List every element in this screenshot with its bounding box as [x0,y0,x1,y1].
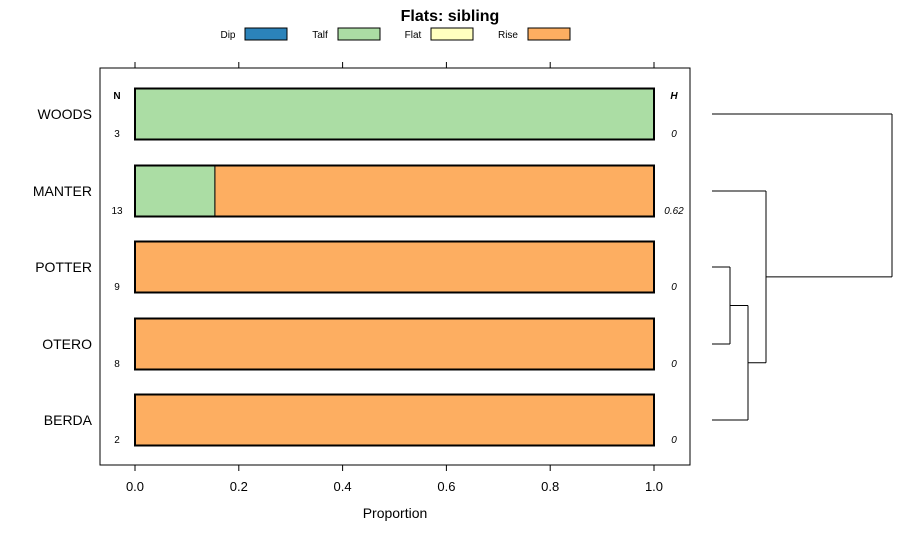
x-axis: 0.0 0.2 0.4 0.6 0.8 1.0 [126,465,663,494]
legend-swatch-dip [244,27,288,41]
x-tick-label: 0.6 [437,479,455,494]
bar-segment-talf [134,165,216,217]
legend-label-dip: Dip [220,30,235,41]
category-label: WOODS [38,106,92,122]
bar-outline [134,164,655,218]
bar-segment-rise [214,165,655,217]
x-tick-label: 0.2 [230,479,248,494]
h-value: 0 [671,129,677,140]
legend-swatch-rise [527,27,571,41]
h-value: 0 [671,435,677,446]
legend-label-talf: Talf [312,30,328,41]
plot-panel [99,67,691,466]
category-label: MANTER [33,183,92,199]
legend: Dip Talf Flat Rise [220,27,571,41]
category-label: POTTER [35,259,92,275]
h-value: 0 [671,359,677,370]
category-label: OTERO [42,336,92,352]
bar-segment-rise [134,394,655,446]
n-value: 8 [114,359,120,370]
h-value: 0.62 [664,206,684,217]
h-value: 0 [671,282,677,293]
chart-title: Flats: sibling [401,8,500,25]
legend-label-flat: Flat [405,30,422,41]
bar-segment-rise [134,241,655,293]
x-tick-label: 0.8 [541,479,559,494]
bar-outline [134,240,655,294]
n-column-header: N [113,91,120,102]
x-tick-label: 0.0 [126,479,144,494]
dendrogram [712,113,893,421]
n-value: 9 [114,282,120,293]
n-value: 3 [114,129,120,140]
bar-segment-rise [134,318,655,370]
x-axis-label: Proportion [363,505,428,521]
bar-segment-talf [134,88,655,140]
x-tick-label: 0.4 [334,479,352,494]
n-value: 2 [114,435,120,446]
n-value: 13 [111,206,123,217]
legend-swatch-flat [430,27,474,41]
bar-outline [134,87,655,141]
legend-swatch-talf [337,27,381,41]
h-column-header: H [670,91,678,102]
top-axis-ticks [134,62,655,68]
bar-outline [134,317,655,371]
category-label: BERDA [44,412,93,428]
bar-rows: WOODS 3 0 MANTER 13 0.62 POTTER 9 0 OTERO 8 0 BERDA 2… [33,87,684,447]
legend-label-rise: Rise [498,30,518,41]
x-tick-label: 1.0 [645,479,663,494]
bar-outline [134,393,655,447]
